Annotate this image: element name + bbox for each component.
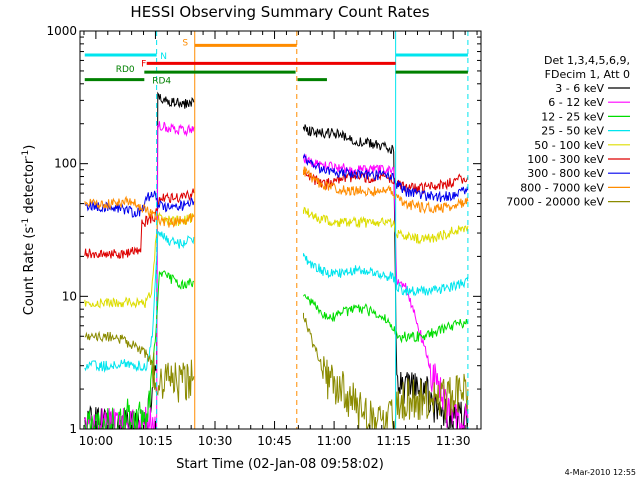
x-tick-label-4: 11:00 xyxy=(317,434,352,448)
legend-header-line1: Det 1,3,4,5,6,9, xyxy=(544,54,630,67)
vertical-markers xyxy=(156,31,469,429)
legend-label-4: 50 - 100 keV xyxy=(534,139,604,152)
legend-label-6: 300 - 800 keV xyxy=(527,167,604,180)
y-tick-label-3: 1000 xyxy=(46,24,77,38)
y-axis-label: Count Rate (s-1 detector-1) xyxy=(21,145,37,316)
x-tick-label-2: 10:30 xyxy=(198,434,233,448)
flag-label-s: S xyxy=(182,38,188,48)
flag-label-f: F xyxy=(141,59,146,69)
legend-header-line2: FDecim 1, Att 0 xyxy=(545,68,630,81)
y-axis-label-sup2: -1 xyxy=(21,150,31,159)
x-tick-label-1: 10:15 xyxy=(138,434,173,448)
legend: Det 1,3,4,5,6,9, FDecim 1, Att 0 3 - 6 k… xyxy=(506,54,630,209)
axis-ticks: 10:00 10:15 10:30 10:45 11:00 11:15 11:30 1 10 10… xyxy=(46,24,481,448)
legend-label-7: 800 - 7000 keV xyxy=(520,181,604,194)
flag-label-rd4: RD4 xyxy=(152,77,171,87)
series-line-8 xyxy=(84,312,469,429)
series-line-7 xyxy=(84,166,469,228)
y-axis-label-sup1: -1 xyxy=(21,218,31,227)
series-line-0 xyxy=(84,91,469,429)
chart-title: HESSI Observing Summary Count Rates xyxy=(130,3,429,21)
legend-label-2: 12 - 25 keV xyxy=(541,110,604,123)
series-layer xyxy=(84,91,469,429)
x-axis-label: Start Time (02-Jan-08 09:58:02) xyxy=(176,457,384,472)
y-axis-label-mid: detector xyxy=(22,158,37,218)
flag-label-rd0: RD0 xyxy=(116,65,135,75)
legend-label-3: 25 - 50 keV xyxy=(541,125,604,138)
footer-date: 4-Mar-2010 12:55 xyxy=(565,468,636,477)
plot-frame xyxy=(79,30,482,430)
flag-label-n: N xyxy=(160,52,167,62)
x-tick-label-6: 11:30 xyxy=(436,434,471,448)
status-flags: N S F RD0 RD4 xyxy=(84,38,468,87)
y-axis-label-main: Count Rate (s xyxy=(22,227,37,316)
legend-label-8: 7000 - 20000 keV xyxy=(506,196,604,209)
series-line-1 xyxy=(84,121,469,429)
y-axis-label-end: ) xyxy=(22,145,37,150)
y-tick-label-2: 100 xyxy=(54,157,77,171)
legend-label-5: 100 - 300 keV xyxy=(527,153,604,166)
x-tick-label-5: 11:15 xyxy=(376,434,411,448)
series-line-5 xyxy=(84,170,469,260)
series-line-3 xyxy=(84,231,469,374)
x-tick-label-3: 10:45 xyxy=(257,434,292,448)
legend-label-0: 3 - 6 keV xyxy=(555,82,604,95)
legend-label-1: 6 - 12 keV xyxy=(548,96,604,109)
y-tick-label-1: 10 xyxy=(62,289,77,303)
y-tick-label-0: 1 xyxy=(69,422,77,436)
x-tick-label-0: 10:00 xyxy=(79,434,114,448)
